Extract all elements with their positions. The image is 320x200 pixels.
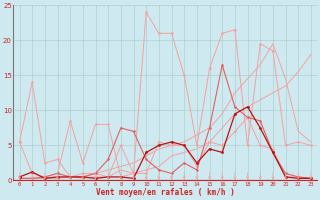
X-axis label: Vent moyen/en rafales ( km/h ): Vent moyen/en rafales ( km/h ) xyxy=(96,188,235,197)
